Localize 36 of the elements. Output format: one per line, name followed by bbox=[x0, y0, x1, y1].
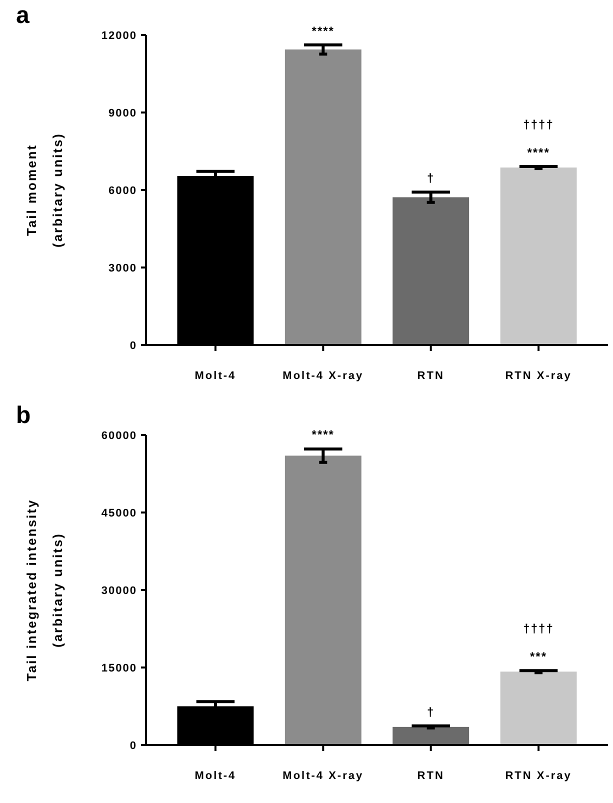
annotation: †††† bbox=[523, 622, 554, 636]
y-tick-label: 6000 bbox=[108, 184, 137, 197]
y-axis-title: Tail moment (arbitary units) bbox=[24, 132, 65, 248]
annotation: †††† bbox=[523, 117, 554, 132]
y-tick-label: 0 bbox=[130, 740, 137, 752]
x-tick-label: Molt-4 X-ray bbox=[282, 370, 364, 382]
bar bbox=[500, 168, 577, 345]
annotation: **** bbox=[312, 24, 334, 38]
x-tick-label: Molt-4 X-ray bbox=[282, 770, 364, 782]
y-tick-label: 30000 bbox=[101, 584, 137, 597]
annotation: **** bbox=[527, 145, 550, 160]
bar bbox=[284, 49, 362, 345]
y-tick-label: 12000 bbox=[101, 30, 137, 42]
y-tick-label: 9000 bbox=[108, 107, 137, 120]
y-axis-title: Tail integrated intensity (arbitary units) bbox=[24, 498, 65, 682]
x-tick-label: Molt-4 bbox=[194, 770, 236, 782]
x-tick-label: Molt-4 bbox=[194, 370, 236, 382]
bar bbox=[500, 672, 577, 745]
chart-title: a bbox=[16, 2, 30, 29]
x-tick-label: RTN X-ray bbox=[505, 770, 572, 782]
x-tick-label: RTN bbox=[417, 370, 444, 382]
y-tick-label: 0 bbox=[130, 340, 137, 352]
x-tick-label: RTN bbox=[417, 770, 444, 782]
chart-title: b bbox=[16, 402, 31, 429]
annotation: † bbox=[427, 171, 435, 186]
annotation: † bbox=[427, 704, 435, 719]
x-tick-label: RTN X-ray bbox=[505, 370, 572, 382]
annotation: *** bbox=[530, 650, 548, 664]
bar bbox=[392, 726, 470, 745]
y-tick-label: 3000 bbox=[108, 262, 137, 274]
y-tick-label: 45000 bbox=[101, 507, 137, 520]
bar bbox=[392, 197, 470, 345]
annotation: **** bbox=[312, 427, 334, 442]
y-tick-label: 15000 bbox=[101, 662, 137, 674]
y-tick-label: 60000 bbox=[101, 430, 137, 442]
bar bbox=[284, 456, 362, 745]
